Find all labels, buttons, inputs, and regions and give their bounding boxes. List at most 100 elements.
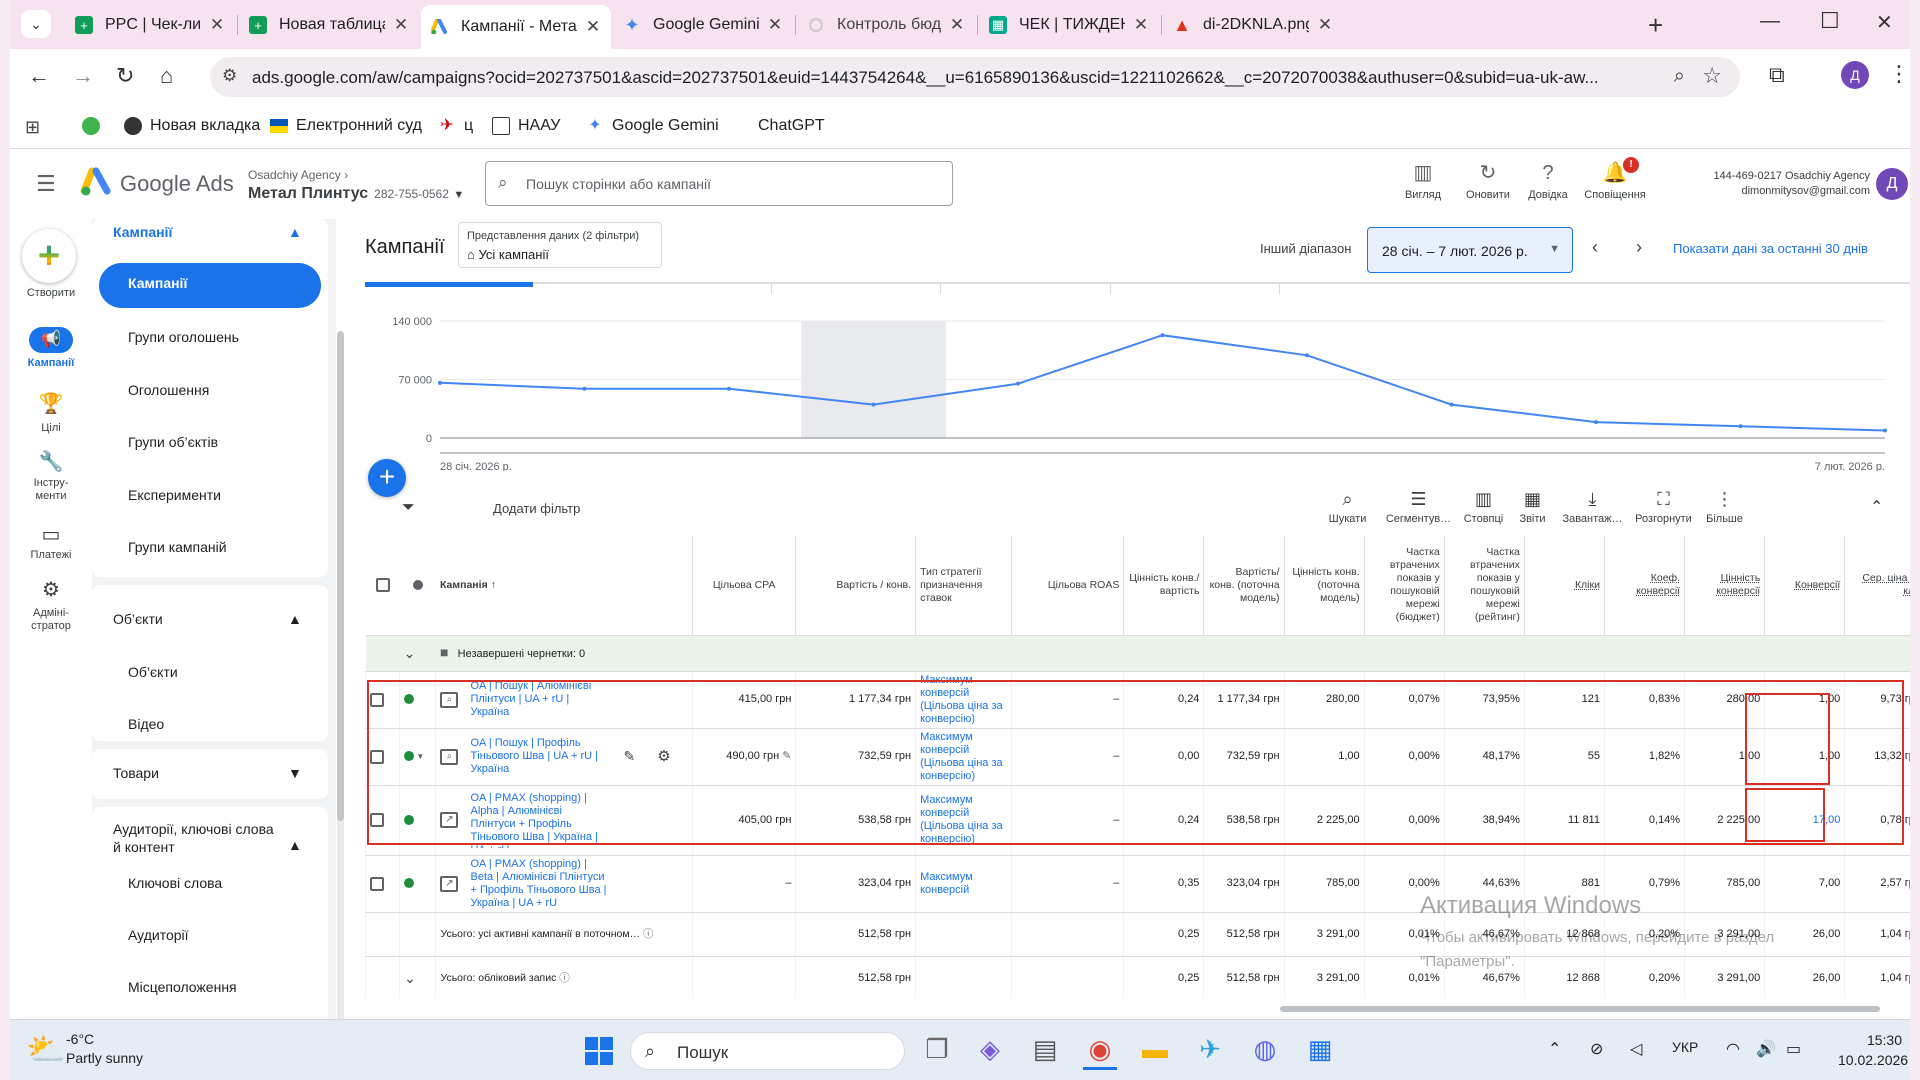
nav-item-experiments[interactable]: Експерименти <box>128 487 221 503</box>
add-campaign-button[interactable]: + <box>368 459 406 497</box>
campaign-name-link[interactable]: OA | Пошук | Алюмінієві Плінтуси | UA + … <box>470 680 592 718</box>
column-header-avg-cpc[interactable]: Сер. ціна за клік <box>1844 536 1910 636</box>
browser-tab[interactable]: + PPC | Чек-лист | Регу ✕ <box>65 7 235 43</box>
view-button[interactable]: ▥ Вигляд <box>1383 159 1463 201</box>
column-header-target-roas[interactable]: Цільова ROAS <box>1011 536 1124 636</box>
bookmark-e-court[interactable]: Електронний суд <box>270 117 422 135</box>
bid-strategy-link[interactable]: Максимум конверсій (Цільова ціна за конв… <box>915 785 1012 856</box>
browser-tab[interactable]: ▲ di-2DKNLA.png (192 ✕ <box>1163 7 1343 43</box>
notes-app-icon[interactable]: ▦ <box>1307 1034 1333 1064</box>
file-explorer-icon[interactable]: ▬ <box>1142 1034 1168 1064</box>
column-header-cost-conv-model[interactable]: Вартість/ конв. (поточна модель) <box>1203 536 1285 636</box>
toolbar-reports-button[interactable]: ▦ Звіти <box>1495 489 1570 525</box>
page-search-input[interactable]: ⌕ Пошук сторінки або кампанії <box>485 161 953 206</box>
next-period-button[interactable]: › <box>1636 237 1642 257</box>
column-header-conv-value[interactable]: Цінність конверсії <box>1684 536 1765 636</box>
nav-item-asset-groups[interactable]: Групи об’єктів <box>128 434 219 450</box>
column-header-cost-per-conv[interactable]: Вартість / конв. <box>795 536 916 636</box>
column-header-lost-is-budget[interactable]: Частка втрачених показів у пошуковій мер… <box>1363 536 1445 636</box>
target-cpa-cell[interactable]: – <box>691 855 796 913</box>
home-icon[interactable]: ⌂ <box>160 63 174 88</box>
nav-section-assets[interactable]: Об’єкти ▲ <box>113 611 302 627</box>
maximize-button[interactable]: ☐ <box>1820 8 1840 33</box>
column-header-conv-value-cost[interactable]: Цінність конв./ вартість <box>1123 536 1204 636</box>
edit-pencil-icon[interactable]: ✎ <box>623 748 636 764</box>
nav-scrollbar-thumb[interactable] <box>337 331 344 821</box>
column-header-campaign[interactable]: Кампанія ↑ <box>435 536 693 636</box>
target-cpa-cell[interactable]: 415,00 грн <box>691 671 796 729</box>
status-dropdown-icon[interactable]: ▼ <box>414 752 425 761</box>
toolbar-segment-button[interactable]: ☰ Сегментув… <box>1381 489 1456 525</box>
windows-start-icon[interactable] <box>585 1037 613 1065</box>
campaign-name-link[interactable]: OA | PMAX (shopping) | Alpha | Алюмінієв… <box>470 792 598 848</box>
nav-section-products[interactable]: Товари ▼ <box>113 765 302 781</box>
pen-icon[interactable]: ◁ <box>1630 1041 1643 1058</box>
nav-item-assets[interactable]: Об’єкти <box>128 664 178 680</box>
reload-icon[interactable]: ↻ <box>116 63 135 88</box>
help-button[interactable]: ? Довідка <box>1508 159 1588 201</box>
bookmark-gemini[interactable]: ✦ Google Gemini <box>586 117 718 135</box>
back-icon[interactable]: ← <box>28 63 50 88</box>
account-switcher[interactable]: Метал Плинтус 282-755-0562 ▼ <box>248 185 464 203</box>
close-icon[interactable]: ✕ <box>949 15 965 34</box>
column-header-bid-strategy[interactable]: Тип стратегії призначення ставок <box>915 536 1012 636</box>
copilot-icon[interactable]: ◈ <box>980 1034 1000 1064</box>
browser-menu-icon[interactable]: ⋮ <box>1888 61 1910 86</box>
wifi-icon[interactable]: ◠ <box>1726 1041 1740 1058</box>
campaign-name-link[interactable]: OA | PMAX (shopping) | Beta | Алюмінієві… <box>470 857 607 909</box>
toolbar-more-button[interactable]: ⋮ Більше <box>1687 489 1762 525</box>
toolbar-download-button[interactable]: ⤓ Завантаж… <box>1555 489 1630 525</box>
close-icon[interactable]: ✕ <box>209 15 225 34</box>
campaign-name-link[interactable]: OA | Пошук | Профіль Тіньового Шва | UA … <box>470 737 598 775</box>
weather-description[interactable]: Partly sunny <box>66 1050 144 1066</box>
prev-period-button[interactable]: ‹ <box>1592 237 1598 257</box>
status-dot-icon[interactable] <box>412 579 423 590</box>
hamburger-menu-icon[interactable]: ☰ <box>36 171 56 196</box>
table-horizontal-scrollbar[interactable] <box>1280 1006 1880 1012</box>
collapse-chevron-icon[interactable]: ⌃ <box>1870 499 1884 516</box>
close-icon[interactable]: ✕ <box>393 15 409 34</box>
nav-item-campaigns[interactable]: Кампанії <box>99 263 321 308</box>
google-ads-logo[interactable] <box>80 167 114 197</box>
row-checkbox[interactable] <box>370 692 384 707</box>
status-enabled-dot[interactable] <box>404 751 415 762</box>
edit-pencil-icon[interactable]: ✎ <box>782 750 792 762</box>
card-icon[interactable]: ▭ <box>41 524 61 546</box>
tab-search-button[interactable]: ⌄ <box>21 10 51 38</box>
language-indicator[interactable]: УКР <box>1672 1039 1699 1055</box>
agency-name[interactable]: Osadchiy Agency › <box>248 168 348 182</box>
status-enabled-dot[interactable] <box>404 694 415 705</box>
chrome-app-icon[interactable]: ◉ <box>1083 1034 1117 1070</box>
chart-tab-selected[interactable] <box>365 282 533 287</box>
bookmark-naau[interactable]: НААУ <box>492 117 560 135</box>
select-all-checkbox[interactable] <box>375 578 390 593</box>
close-icon[interactable]: ✕ <box>1317 15 1333 34</box>
create-button[interactable]: + <box>22 229 76 283</box>
discord-icon[interactable]: ◍ <box>1253 1034 1277 1064</box>
toolbar-columns-button[interactable]: ▥ Стовпці <box>1446 489 1521 525</box>
nav-item-ad-groups[interactable]: Групи оголошень <box>128 329 239 345</box>
nav-item-audiences[interactable]: Аудиторії <box>128 927 189 943</box>
address-bar[interactable]: ⚙ ads.google.com/aw/campaigns?ocid=20273… <box>210 57 1740 97</box>
telegram-icon[interactable]: ✈ <box>1199 1034 1221 1064</box>
task-view-icon[interactable]: ❐ <box>925 1034 949 1064</box>
table-row[interactable]: ↗ OA | PMAX (shopping) | Alpha | Алюмініє… <box>365 785 1910 856</box>
star-icon[interactable]: ☆ <box>1702 63 1722 88</box>
row-checkbox[interactable] <box>370 876 384 891</box>
bookmark-ts[interactable]: ✈ ц <box>438 117 473 135</box>
column-header-clicks[interactable]: Кліки <box>1523 536 1605 636</box>
status-enabled-dot[interactable] <box>404 878 415 889</box>
zoom-icon[interactable]: ⌕ <box>1673 65 1685 87</box>
settings-gear-icon[interactable]: ⚙ <box>657 748 671 765</box>
battery-icon[interactable]: ▭ <box>1786 1041 1802 1058</box>
bid-strategy-link[interactable]: Максимум конверсій (Цільова ціна за конв… <box>915 671 1012 729</box>
user-avatar[interactable]: Д <box>1876 168 1908 200</box>
target-cpa-cell[interactable]: 405,00 грн <box>691 785 796 856</box>
close-icon[interactable]: ✕ <box>1133 15 1149 34</box>
browser-tab[interactable]: Контроль бюджета ✕ <box>797 7 975 43</box>
column-header-target-cpa[interactable]: Цільова CPA <box>691 536 796 636</box>
weather-sun-icon[interactable]: ⛅ <box>26 1031 66 1067</box>
taskbar-search[interactable]: ⌕ Пошук <box>630 1032 905 1070</box>
info-icon[interactable]: ⓘ <box>642 927 654 940</box>
table-row[interactable]: ↗ OA | PMAX (shopping) | Beta | Алюмінієв… <box>365 855 1910 913</box>
